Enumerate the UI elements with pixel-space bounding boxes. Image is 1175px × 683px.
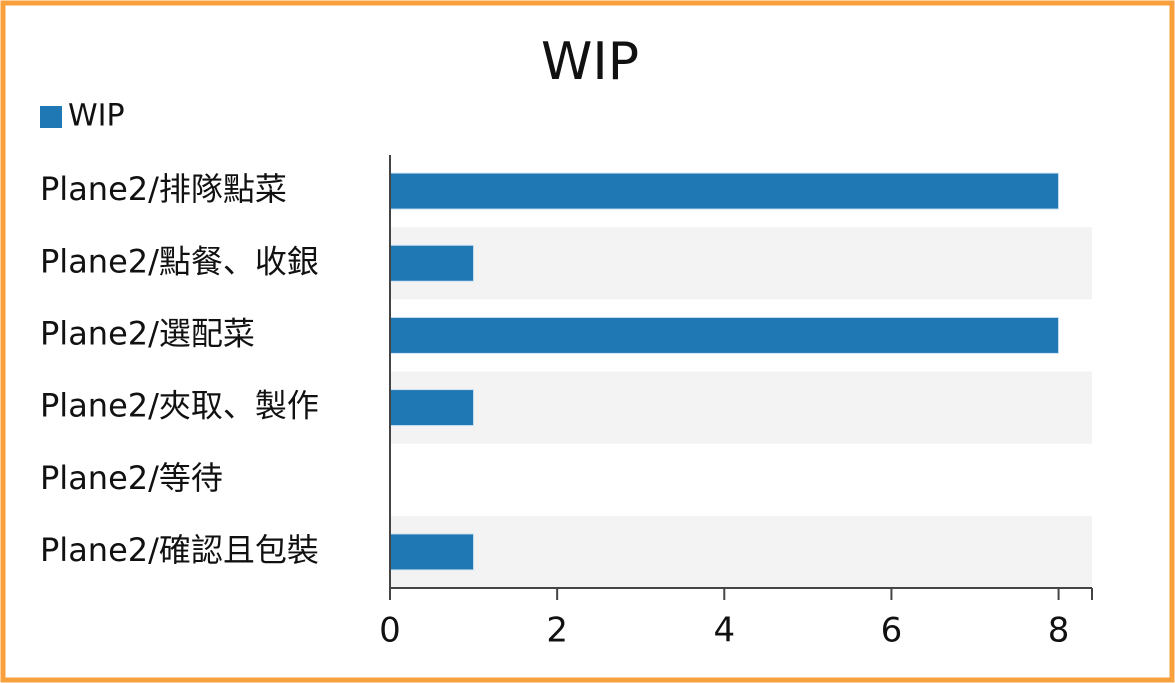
x-tick-label: 0: [379, 611, 401, 651]
y-tick-label: Plane2/等待: [40, 459, 223, 497]
x-tick-label: 4: [713, 611, 735, 651]
bar: [389, 533, 475, 571]
x-tick-label: 6: [881, 611, 903, 651]
row-band: [390, 515, 1092, 588]
legend-label: WIP: [68, 99, 125, 134]
bar: [389, 389, 475, 427]
bar: [389, 172, 1060, 210]
row-band: [390, 227, 1092, 300]
chart-title: WIP: [541, 32, 639, 92]
y-tick-label: Plane2/排隊點菜: [40, 170, 287, 208]
bar: [389, 244, 475, 282]
x-tick-label: 8: [1048, 611, 1070, 651]
x-tick-label: 2: [546, 611, 568, 651]
bar: [389, 316, 1060, 354]
y-tick-label: Plane2/點餐、收銀: [40, 242, 319, 280]
legend-swatch: [40, 106, 62, 128]
row-band: [390, 371, 1092, 444]
y-tick-label: Plane2/夾取、製作: [40, 387, 319, 425]
y-tick-label: Plane2/選配菜: [40, 314, 255, 352]
y-tick-label: Plane2/確認且包裝: [40, 531, 319, 569]
